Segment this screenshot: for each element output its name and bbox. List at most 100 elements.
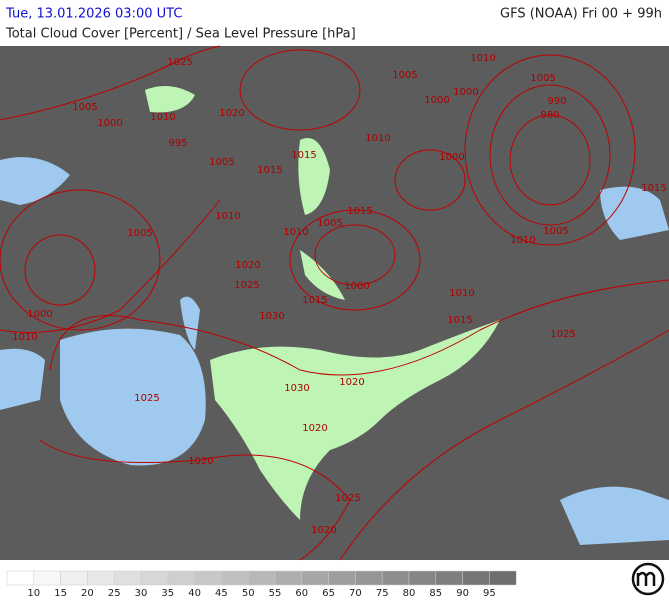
isobar-label: 1025 [134,393,159,404]
legend-label: 30 [135,588,148,599]
legend-swatch [274,570,303,586]
legend-label: 35 [161,588,174,599]
legend-swatch [140,570,169,586]
isobar-label: 1010 [449,288,474,299]
cloud-field [0,46,669,560]
legend-swatch [462,570,490,586]
legend-label: 55 [269,588,282,599]
legend-label: 95 [483,588,496,599]
legend-label: 70 [349,588,362,599]
isobar-label: 1005 [530,73,555,84]
isobar-label: 1025 [167,57,192,68]
clear-land [210,320,500,520]
isobar-label: 1015 [347,206,372,217]
isobar-label: 1005 [392,70,417,81]
isobar [49,279,669,376]
legend-label: 20 [81,588,94,599]
logo-mark [636,571,656,586]
legend-swatch [194,570,222,586]
isobar-label: 1010 [150,112,175,123]
isobar-label: 1010 [12,332,37,343]
isobar-label: 1020 [235,260,260,271]
isobar-label: 1000 [424,95,449,106]
isobar-label: 1020 [188,456,213,467]
clear-ocean [180,296,200,350]
isobars [0,45,669,561]
clear-ocean [0,348,45,410]
isobar-label: 1020 [302,423,327,434]
isobar-label: 1015 [641,183,666,194]
isobar-label: 1030 [284,383,309,394]
isobar-label: 1015 [447,315,472,326]
legend-swatch [167,570,195,586]
isobar [39,439,351,561]
isobar-label: 1030 [259,311,284,322]
isobar [0,45,221,121]
isobar [464,54,636,246]
legend-swatch [60,570,88,586]
isobar-label: 1005 [127,228,152,239]
legend-label: 40 [188,588,201,599]
isobar-label: 1005 [209,157,234,168]
legend-swatch [381,570,410,586]
legend-swatch [328,570,356,586]
clear-land [145,86,195,113]
isobar-label: 980 [540,110,559,121]
isobar [239,49,361,131]
isobar-label: 1005 [543,226,568,237]
model-run: GFS (NOAA) Fri 00 + 99h [500,7,662,22]
legend-label: 65 [322,588,335,599]
isobar-label: 1000 [344,281,369,292]
isobar-label: 1020 [339,377,364,388]
isobar-label: 1000 [27,309,52,320]
isobar-label: 990 [547,96,566,107]
legend-swatch [87,570,115,586]
isobar [289,209,421,311]
isobar-label: 1005 [72,102,97,113]
legend-label: 90 [456,588,469,599]
legend-swatch [355,570,383,586]
isobar-label: 1010 [365,133,390,144]
legend-label: 15 [54,588,67,599]
legend-swatch [221,570,249,586]
isobar-label: 995 [168,138,187,149]
legend: 10 15 20 25 30 35 40 45 50 55 60 65 70 75 80 85 90 95 [6,570,517,599]
clear-ocean [560,486,669,545]
isobar-label: 1015 [291,150,316,161]
isobar-label: 1000 [453,87,478,98]
legend-swatch [301,570,329,586]
isobar [314,224,396,286]
isobar-label: 1015 [257,165,282,176]
clear-ocean [0,157,70,205]
isobar-label: 1005 [317,218,342,229]
legend-swatch [489,570,517,586]
subtitle: Total Cloud Cover [Percent] / Sea Level … [5,27,356,42]
isobar [0,199,221,333]
isobar-label: 1000 [97,118,122,129]
isobar-label: 1010 [283,227,308,238]
isobar-label: 1010 [510,235,535,246]
legend-swatch [408,570,437,586]
legend-swatch [6,570,35,586]
clear-land [300,250,345,300]
isobar-label: 1010 [470,53,495,64]
isobar [489,84,611,226]
isobar-label: 1020 [219,108,244,119]
isobar [394,149,466,211]
clear-land [298,138,330,215]
legend-label: 10 [27,588,40,599]
isobar [24,234,96,306]
isobar [0,189,161,331]
datetime: Tue, 13.01.2026 03:00 UTC [5,7,182,22]
isobar-label: 1015 [302,295,327,306]
legend-swatch [113,570,142,586]
legend-label: 45 [215,588,228,599]
legend-label: 75 [376,588,389,599]
logo [631,562,665,596]
legend-swatch [247,570,276,586]
legend-label: 50 [242,588,255,599]
clear-ocean [600,186,669,240]
legend-label: 60 [295,588,308,599]
